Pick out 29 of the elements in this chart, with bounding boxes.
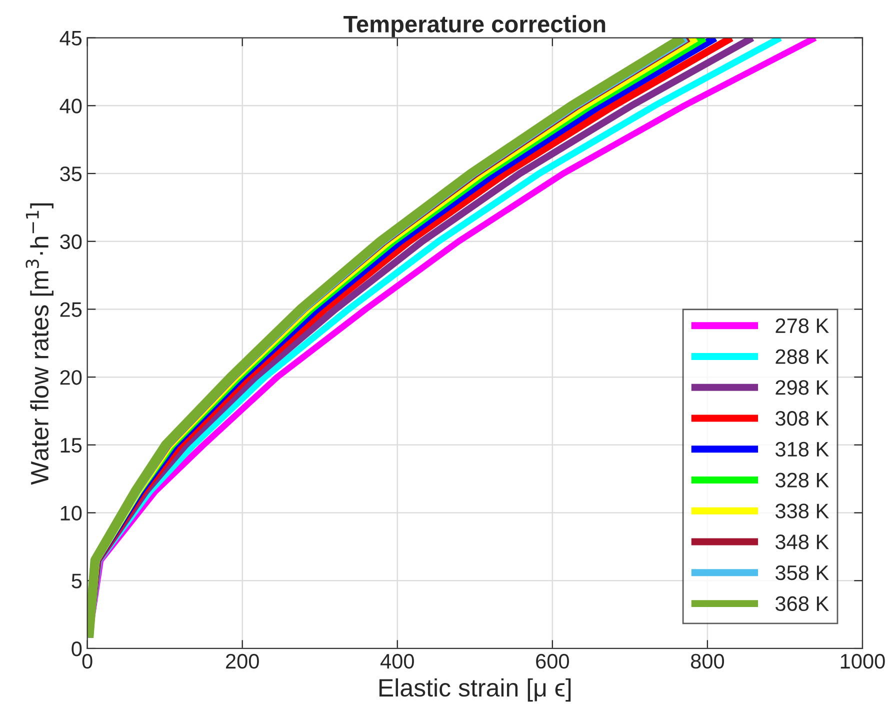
y-tick-label: 45 <box>60 31 82 46</box>
chart-title: Temperature correction <box>344 15 606 38</box>
y-axis-title: Water flow rates [m$^{3}$·h$^{−1}$] <box>26 203 54 485</box>
y-tick-label: 15 <box>60 438 82 453</box>
legend-label: 328 K <box>776 472 829 488</box>
y-tick-label: 30 <box>60 234 82 250</box>
legend-label: 338 K <box>776 504 829 518</box>
x-tick-label: 600 <box>536 654 569 669</box>
legend-label: 368 K <box>776 596 829 612</box>
legend-label: 308 K <box>776 411 829 426</box>
y-tick-label: 0 <box>72 641 82 656</box>
legend-label: 358 K <box>776 565 829 580</box>
legend-label: 288 K <box>776 349 829 364</box>
x-tick-label: 0 <box>82 654 92 669</box>
y-tick-label: 25 <box>60 302 82 317</box>
y-tick-label: 20 <box>60 370 82 385</box>
y-tick-label: 40 <box>60 98 82 114</box>
x-axis-title: Elastic strain [μ ϵ] <box>379 678 571 702</box>
x-tick-label: 800 <box>690 654 724 669</box>
legend-label: 278 K <box>776 318 829 334</box>
x-tick-label: 200 <box>226 654 259 669</box>
x-tick-label: 400 <box>380 654 414 669</box>
legend-label: 298 K <box>776 380 829 395</box>
y-tick-label: 5 <box>72 574 82 588</box>
legend-label: 318 K <box>776 442 829 457</box>
y-tick-label: 35 <box>60 166 82 182</box>
x-tick-label: 1000 <box>840 654 885 669</box>
legend-label: 348 K <box>776 534 829 550</box>
y-tick-label: 10 <box>60 506 82 521</box>
